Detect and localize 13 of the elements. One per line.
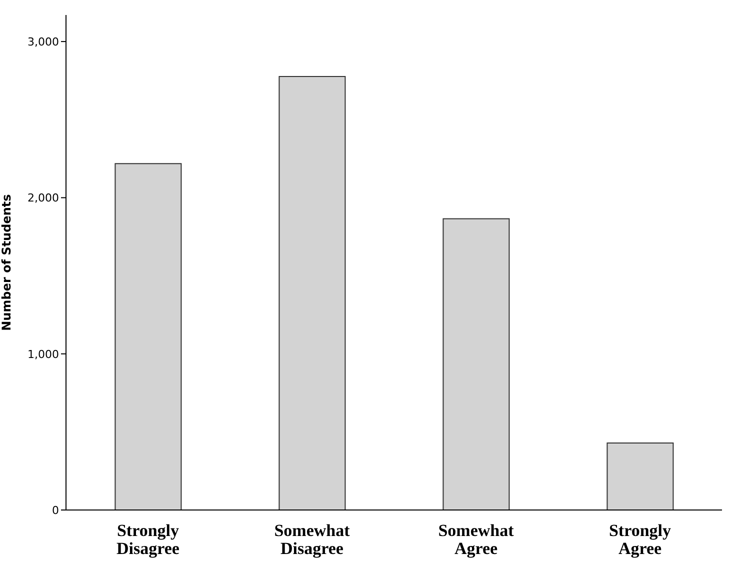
bar	[442, 218, 510, 510]
bar	[278, 76, 346, 510]
y-tick-label: 1,000	[28, 348, 59, 361]
y-tick-label: 3,000	[28, 35, 59, 48]
x-tick-label: Somewhat Agree	[438, 521, 514, 558]
y-tick-label: 2,000	[28, 192, 59, 205]
bar	[606, 442, 674, 510]
y-tick-label: 0	[52, 504, 59, 517]
x-tick-label: Strongly Disagree	[116, 521, 180, 558]
bar	[114, 163, 182, 510]
y-axis-title: Number of Students	[0, 194, 14, 331]
x-tick-label: Strongly Agree	[608, 521, 672, 558]
x-tick-label: Somewhat Disagree	[274, 521, 350, 558]
